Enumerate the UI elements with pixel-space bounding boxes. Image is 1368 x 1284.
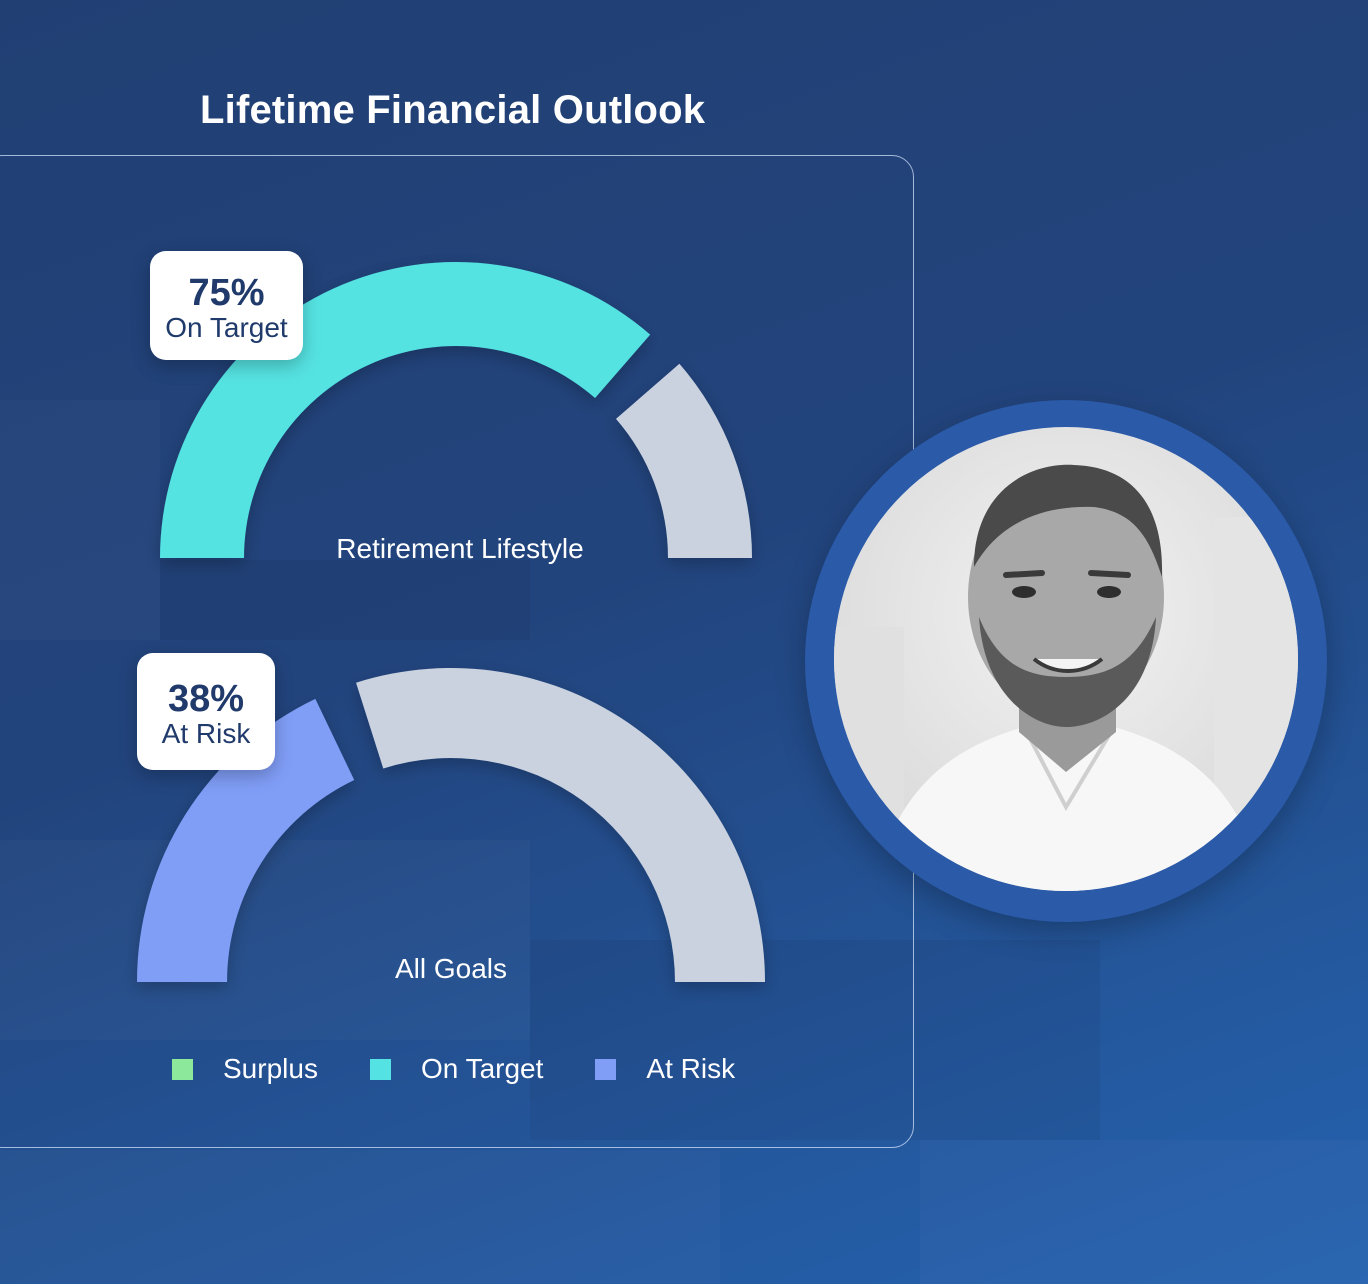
- profile-photo-frame: [805, 400, 1327, 922]
- legend-swatch: [595, 1058, 617, 1080]
- gauge-filled-segment: [137, 698, 355, 982]
- page-title: Lifetime Financial Outlook: [200, 88, 706, 132]
- gauge-status: At Risk: [161, 718, 251, 749]
- gauge-status: On Target: [165, 312, 288, 343]
- gauge-remaining-segment: [356, 668, 765, 982]
- legend-item-at-risk: At Risk: [595, 1053, 735, 1085]
- legend-label: On Target: [420, 1053, 544, 1084]
- gauge-label-all-goals: All Goals: [394, 953, 508, 984]
- gauge-value: 75%: [188, 272, 265, 314]
- background-tile: [530, 940, 1100, 1140]
- legend-label: At Risk: [646, 1053, 736, 1084]
- gauge-label-retirement-lifestyle: Retirement Lifestyle: [336, 533, 584, 564]
- legend: Surplus On Target At Risk: [172, 1053, 787, 1085]
- gauge-value: 38%: [167, 678, 245, 720]
- gauge-remaining-segment: [615, 363, 752, 558]
- background-tile: [160, 560, 530, 640]
- legend-label: Surplus: [223, 1053, 318, 1084]
- legend-swatch: [172, 1058, 193, 1080]
- person-portrait-icon: [834, 427, 1298, 891]
- callout-retirement-lifestyle: 75% On Target: [150, 251, 303, 360]
- legend-item-surplus: Surplus: [172, 1053, 318, 1085]
- legend-swatch: [369, 1058, 391, 1080]
- gauge-all-goals: [137, 668, 765, 982]
- legend-item-on-target: On Target: [369, 1053, 544, 1085]
- callout-all-goals: 38% At Risk: [137, 653, 275, 770]
